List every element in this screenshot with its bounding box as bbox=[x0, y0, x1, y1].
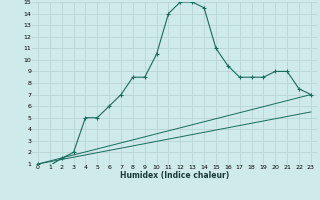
X-axis label: Humidex (Indice chaleur): Humidex (Indice chaleur) bbox=[120, 171, 229, 180]
